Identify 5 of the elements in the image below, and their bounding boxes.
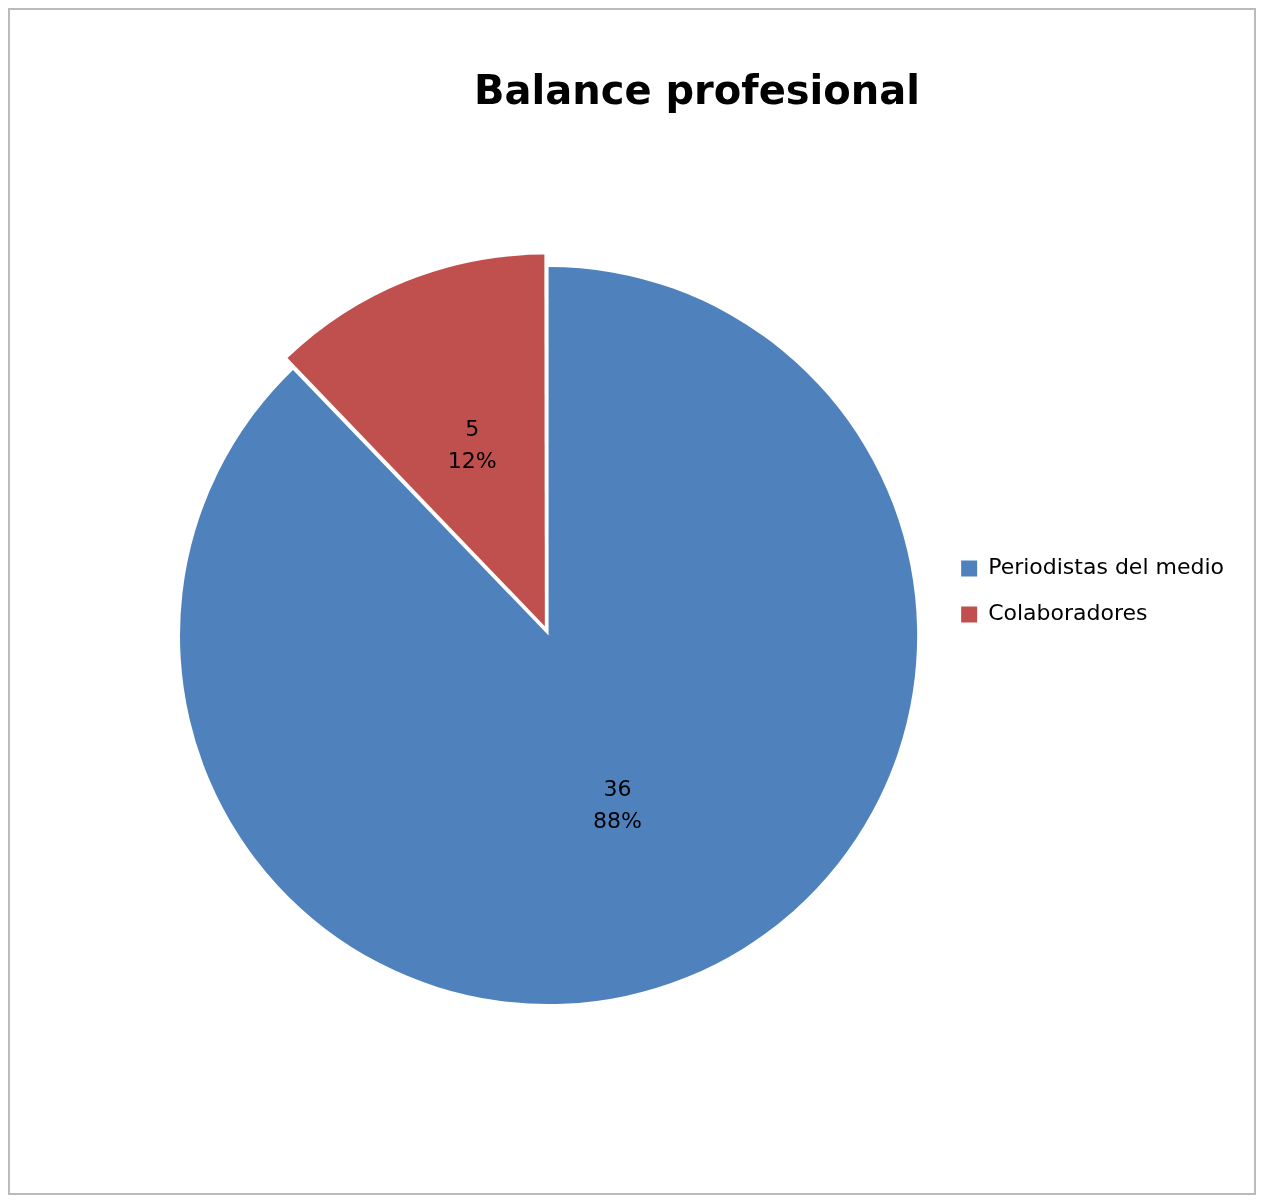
legend-label: Colaboradores xyxy=(988,600,1148,626)
data-label: 5 12% xyxy=(447,415,497,473)
legend-label: Periodistas del medio xyxy=(988,554,1225,580)
data-label: 36 88% xyxy=(593,776,642,834)
chart-title: Balance profesional xyxy=(474,67,920,114)
